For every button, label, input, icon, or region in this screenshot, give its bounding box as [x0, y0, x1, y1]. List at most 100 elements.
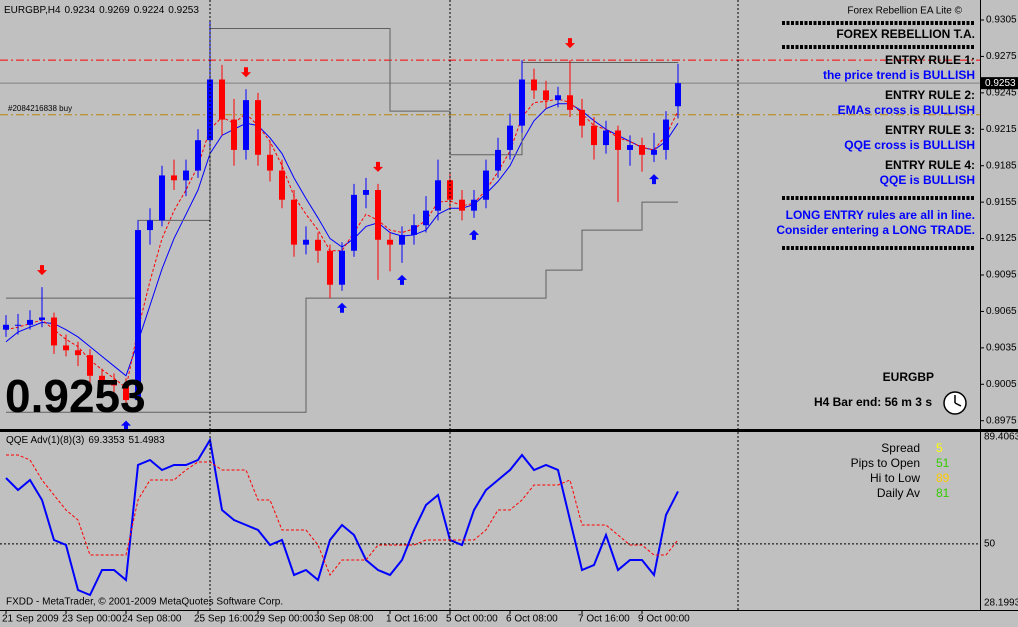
- stat-label: Pips to Open: [851, 456, 920, 470]
- symbol: EURGBP,H4: [4, 5, 61, 16]
- candle-body: [471, 199, 477, 211]
- footer: FXDD - MetaTrader, © 2001-2009 MetaQuote…: [6, 597, 283, 608]
- candle-body: [135, 230, 141, 401]
- x-tick-label: 23 Sep 00:00: [62, 614, 122, 625]
- indicator-line: [5, 437, 679, 597]
- sell-arrow: [565, 38, 575, 49]
- panel-title: FOREX REBELLION T.A.: [836, 27, 975, 41]
- x-tick-label: 30 Sep 08:00: [314, 614, 374, 625]
- candle-body: [507, 125, 513, 150]
- candle-body: [639, 145, 645, 155]
- buy-arrow: [649, 174, 659, 185]
- stat-value: 81: [936, 486, 950, 500]
- indicator-value: 51.4983: [129, 435, 166, 446]
- y-tick-label: 89.4063: [984, 432, 1018, 443]
- candle-body: [111, 380, 117, 386]
- rule-text: EMAs cross is BULLISH: [838, 103, 975, 117]
- indicator-name: QQE Adv(1)(8)(3): [6, 435, 84, 446]
- candle-body: [255, 100, 261, 155]
- candle-body: [243, 100, 249, 150]
- candle-body: [375, 190, 381, 240]
- level-label: #2084216838 buy: [8, 104, 72, 113]
- sell-arrow: [373, 161, 383, 172]
- candle-body: [267, 154, 273, 171]
- y-tick-label: 0.9245: [986, 87, 1017, 98]
- candle-body: [315, 239, 321, 251]
- indicator-line: [5, 98, 679, 389]
- rule-text: QQE cross is BULLISH: [844, 138, 975, 152]
- candle-body: [651, 149, 657, 155]
- indicator-line: [6, 201, 678, 413]
- candle-body: [435, 180, 441, 211]
- rule-text: the price trend is BULLISH: [823, 68, 975, 82]
- y-tick-label: 0.9215: [986, 124, 1017, 135]
- y-tick-label: 0.9185: [986, 160, 1017, 171]
- y-tick-label: 28.1993: [984, 598, 1018, 609]
- candle-body: [63, 345, 69, 351]
- stat-value: 51: [936, 456, 950, 470]
- brand: Forex Rebellion EA Lite ©: [847, 6, 962, 17]
- rule-label: ENTRY RULE 1:: [885, 53, 975, 67]
- candle-body: [579, 109, 585, 126]
- x-tick-label: 24 Sep 08:00: [122, 614, 182, 625]
- x-tick-label: 29 Sep 00:00: [254, 614, 314, 625]
- clock-icon: [943, 391, 967, 415]
- candle-body: [339, 250, 345, 285]
- candle-body: [411, 225, 417, 235]
- x-tick-label: 21 Sep 2009: [2, 614, 59, 625]
- stat-label: Spread: [881, 441, 920, 455]
- x-tick-label: 9 Oct 00:00: [638, 614, 690, 625]
- buy-arrow: [337, 302, 347, 313]
- candle-body: [159, 175, 165, 221]
- sell-arrow: [37, 265, 47, 276]
- candle-body: [303, 239, 309, 245]
- rule-label: ENTRY RULE 2:: [885, 88, 975, 102]
- candle-body: [387, 239, 393, 245]
- open: 0.9234: [65, 5, 96, 16]
- candle-body: [291, 199, 297, 245]
- candle-body: [495, 149, 501, 171]
- indicator-line: [6, 454, 679, 576]
- candle-body: [15, 324, 21, 326]
- candle-body: [27, 319, 33, 325]
- candle-body: [363, 190, 369, 195]
- candle-body: [567, 95, 573, 110]
- conclusion: Consider entering a LONG TRADE.: [776, 223, 975, 237]
- candle-body: [123, 385, 129, 401]
- panel-symbol: EURGBP: [883, 370, 934, 384]
- candle-body: [531, 79, 537, 91]
- candle-body: [555, 95, 561, 101]
- y-tick-label: 0.9005: [986, 379, 1017, 390]
- stat-value: 89: [936, 471, 950, 485]
- y-tick-label: 0.9095: [986, 270, 1017, 281]
- y-tick-label: 0.9065: [986, 306, 1017, 317]
- x-tick-label: 1 Oct 16:00: [386, 614, 438, 625]
- indicator-line: [6, 28, 678, 299]
- candle-body: [87, 355, 93, 376]
- stats: Spread 5 Pips to Open 51 Hi to Low 89 Daily Av…: [851, 441, 950, 500]
- x-tick-label: 5 Oct 00:00: [446, 614, 498, 625]
- candle-body: [675, 83, 681, 107]
- candle-body: [399, 234, 405, 245]
- y-tick-label: 0.9155: [986, 197, 1017, 208]
- close: 0.9253: [168, 5, 199, 16]
- candle-body: [615, 130, 621, 150]
- info-panel: Forex Rebellion EA Lite © FOREX REBELLIO…: [776, 6, 975, 415]
- indicator-header: QQE Adv(1)(8)(3) 69.3353 51.4983: [6, 435, 165, 446]
- candle-body: [603, 130, 609, 146]
- rule-label: ENTRY RULE 3:: [885, 123, 975, 137]
- stat-label: Daily Av: [877, 486, 920, 500]
- buy-arrow: [397, 274, 407, 285]
- candle-body: [483, 170, 489, 200]
- y-tick-label: 50: [984, 539, 996, 550]
- x-tick-label: 7 Oct 16:00: [578, 614, 630, 625]
- y-tick-label: 0.8975: [986, 415, 1017, 426]
- y-tick-label: 0.9035: [986, 342, 1017, 353]
- candle-body: [51, 317, 57, 346]
- symbol-header: EURGBP,H4 0.9234 0.9269 0.9224 0.9253: [4, 5, 199, 16]
- candle-body: [591, 125, 597, 146]
- candle-body: [627, 145, 633, 150]
- candle-body: [171, 175, 177, 181]
